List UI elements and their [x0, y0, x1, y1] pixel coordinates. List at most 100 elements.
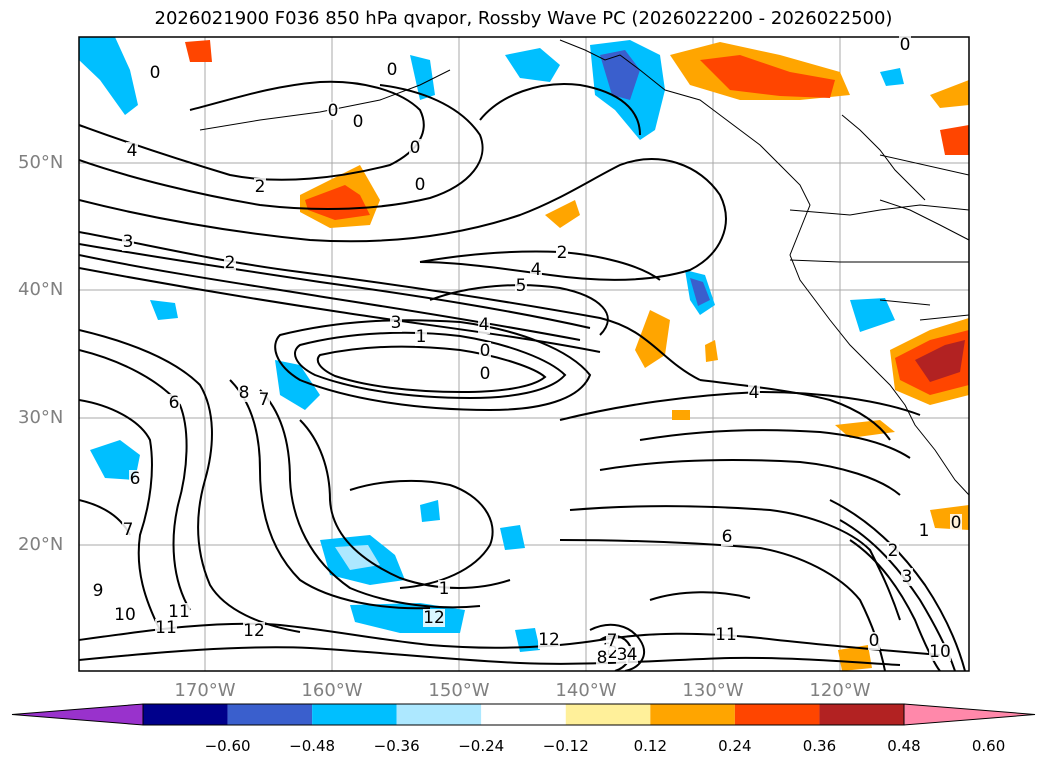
- colorbar-extend-low: [11, 703, 144, 726]
- contour-label-bg: [479, 365, 491, 383]
- contour-label: 1: [416, 327, 427, 347]
- contour-label-bg: [415, 328, 427, 346]
- contour-label: 11: [155, 618, 177, 638]
- contour-label-bg: [168, 603, 190, 621]
- coastlines: [199, 39, 969, 496]
- contour-label-bg: [129, 470, 141, 488]
- contour-label: 4: [531, 260, 542, 280]
- contour-label: 4: [749, 383, 760, 403]
- contour-label: 0: [951, 513, 962, 533]
- contour-label: 1: [439, 579, 450, 599]
- map-title: 2026021900 F036 850 hPa qvapor, Rossby W…: [154, 8, 893, 29]
- colorbar-segment: [481, 704, 566, 725]
- contour-label-bg: [899, 36, 911, 54]
- contour-label: 0: [900, 35, 911, 55]
- contour-label: 6: [169, 393, 180, 413]
- lon-label-130w: 130°W: [682, 680, 744, 701]
- contour-label: 9: [93, 581, 104, 601]
- lat-label-50n: 50°N: [18, 152, 64, 173]
- contour-label-bg: [626, 646, 638, 664]
- contour-label-bg: [168, 394, 180, 412]
- contour-label: 8: [239, 383, 250, 403]
- contour-label: 11: [715, 625, 737, 645]
- contour-label-bg: [258, 391, 270, 409]
- colorbar-tick-label: −0.48: [289, 737, 336, 755]
- contour-label: 8: [597, 648, 608, 668]
- contour-label-bg: [438, 580, 450, 598]
- contour-label-bg: [126, 142, 138, 160]
- lon-label-160w: 160°W: [301, 680, 363, 701]
- colorbar-segment: [819, 704, 904, 725]
- contour-label: 1: [919, 521, 930, 541]
- lat-label-30n: 30°N: [18, 407, 64, 428]
- contour-label-bg: [530, 261, 542, 279]
- contour-label: 7: [259, 390, 270, 410]
- lon-label-120w: 120°W: [809, 680, 871, 701]
- colorbar: [11, 703, 1036, 726]
- colorbar-segment: [565, 704, 651, 725]
- contour-label: 2: [608, 643, 619, 663]
- contour-label-bg: [352, 113, 364, 131]
- contour-label-bg: [243, 622, 265, 640]
- colorbar-segment: [734, 704, 820, 725]
- contour-label-bg: [721, 528, 733, 546]
- contour-label-layer: 0000000222233444510066778910111112121112…: [92, 35, 962, 668]
- contour-label: 7: [123, 520, 134, 540]
- colorbar-tick-label: 0.36: [802, 737, 837, 755]
- contour-label: 12: [423, 608, 445, 628]
- contour-label: 0: [869, 631, 880, 651]
- contour-label: 0: [410, 138, 421, 158]
- colorbar-segment: [227, 704, 313, 725]
- contour-label: 12: [243, 621, 265, 641]
- contour-label-bg: [478, 316, 490, 334]
- contour-label-bg: [92, 582, 104, 600]
- contour-label: 0: [480, 341, 491, 361]
- colorbar-tick-label: 0.24: [718, 737, 752, 755]
- contour-label: 3: [902, 567, 913, 587]
- contour-label-bg: [950, 514, 962, 532]
- contour-label-bg: [556, 244, 568, 262]
- colorbar-outline: [142, 703, 905, 726]
- contour-label: 7: [607, 631, 618, 651]
- colorbar-tick-label: 0.60: [971, 737, 1006, 755]
- colorbar-tick-label: −0.24: [458, 737, 505, 755]
- contour-label: 6: [722, 527, 733, 547]
- contour-label-bg: [155, 619, 177, 637]
- contour-label: 0: [415, 175, 426, 195]
- contour-label: 0: [387, 60, 398, 80]
- map-plot: 0000000222233444510066778910111112121112…: [78, 35, 970, 672]
- contour-label: 0: [150, 63, 161, 83]
- lon-label-150w: 150°W: [428, 680, 490, 701]
- contour-label-bg: [901, 568, 913, 586]
- contour-label: 10: [114, 605, 136, 625]
- contour-label: 3: [391, 313, 402, 333]
- lat-label-20n: 20°N: [18, 534, 64, 555]
- colorbar-tick-label: 0.48: [887, 737, 921, 755]
- contour-label: 12: [538, 630, 560, 650]
- contour-label-bg: [918, 522, 930, 540]
- colorbar-tick-label: −0.60: [204, 737, 251, 755]
- contour-label: 5: [516, 276, 527, 296]
- contour-label: 11: [168, 602, 190, 622]
- colorbar-segment: [312, 704, 397, 725]
- lon-label-140w: 140°W: [555, 680, 617, 701]
- contour-label: 2: [888, 541, 899, 561]
- contour-label: 0: [480, 364, 491, 384]
- contour-label: 3: [617, 645, 628, 665]
- contour-label-bg: [596, 649, 608, 667]
- colorbar-extend-high: [903, 703, 1036, 726]
- contour-label: 3: [123, 232, 134, 252]
- contour-label-bg: [238, 384, 250, 402]
- contour-label-bg: [409, 139, 421, 157]
- contour-label-bg: [887, 542, 899, 560]
- colorbar-tick-label: −0.36: [373, 737, 420, 755]
- contour-label: 4: [627, 645, 638, 665]
- contour-label: 2: [557, 243, 568, 263]
- contour-label-bg: [748, 384, 760, 402]
- contour-label-bg: [122, 233, 134, 251]
- contour-label-bg: [254, 178, 266, 196]
- contour-label-bg: [616, 646, 628, 664]
- contour-label: 4: [479, 315, 490, 335]
- contour-label-bg: [515, 277, 527, 295]
- contour-label: 4: [127, 141, 138, 161]
